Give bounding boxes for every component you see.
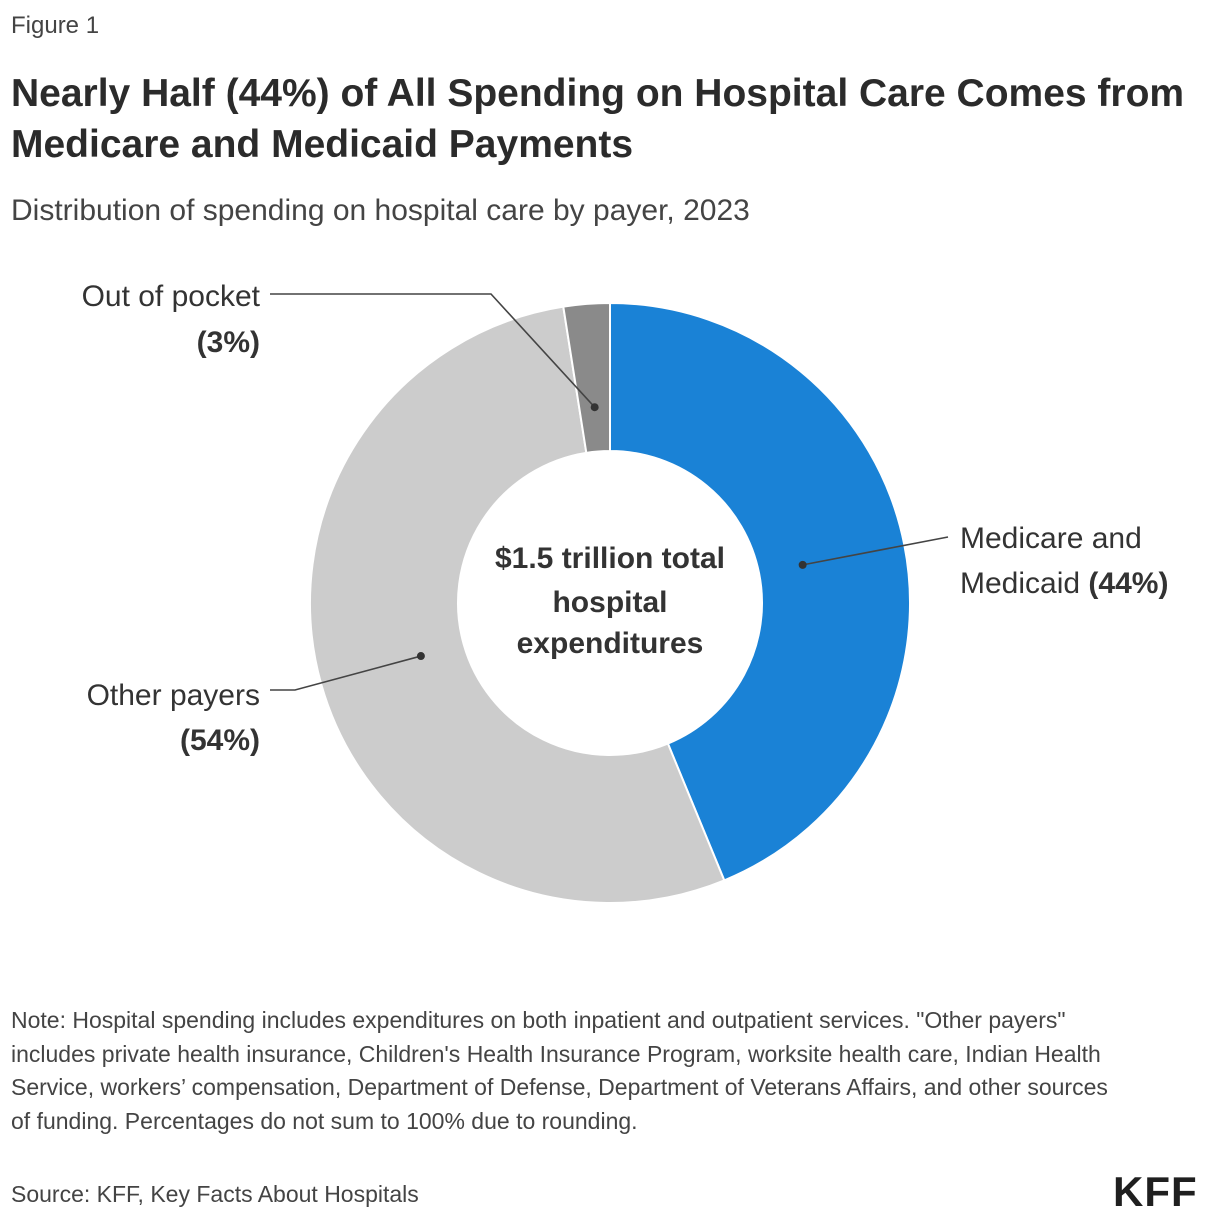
chart-title: Nearly Half (44%) of All Spending on Hos… — [11, 72, 1185, 166]
slice-label-oop: Out of pocket (3%) — [82, 280, 261, 359]
slice-pct-other: (54%) — [180, 724, 260, 757]
slice-pct-oop: (3%) — [197, 326, 260, 359]
slice-pct-medicare: (44%) — [1088, 567, 1168, 600]
center-label: $1.5 trillion total hospital expenditures — [495, 542, 725, 660]
callout-line-medicare — [802, 536, 949, 566]
slice-label-other: Other payers (54%) — [87, 679, 260, 757]
chart-source: Source: KFF, Key Facts About Hospitals — [11, 1181, 419, 1207]
slice-medicare — [609, 301, 911, 882]
callout-line-other — [270, 655, 422, 691]
callout-dot-other — [416, 652, 425, 661]
center-label-line: hospital — [552, 586, 667, 619]
callout-dot-medicare — [798, 560, 807, 569]
slice-other — [309, 305, 726, 904]
chart-subtitle: Distribution of spending on hospital car… — [11, 194, 750, 227]
slice-label-medicare: Medicare and Medicaid (44%) — [960, 522, 1168, 600]
slice-oop — [562, 301, 611, 454]
kff-logo: KFF — [1113, 1168, 1198, 1215]
callout-dot-oop — [590, 403, 599, 412]
center-label-line: expenditures — [517, 627, 704, 660]
center-label-line: $1.5 trillion total — [495, 542, 725, 575]
callout-line-oop — [270, 293, 596, 408]
figure-label: Figure 1 — [11, 12, 100, 39]
chart-note: Note: Hospital spending includes expendi… — [11, 1007, 1108, 1134]
